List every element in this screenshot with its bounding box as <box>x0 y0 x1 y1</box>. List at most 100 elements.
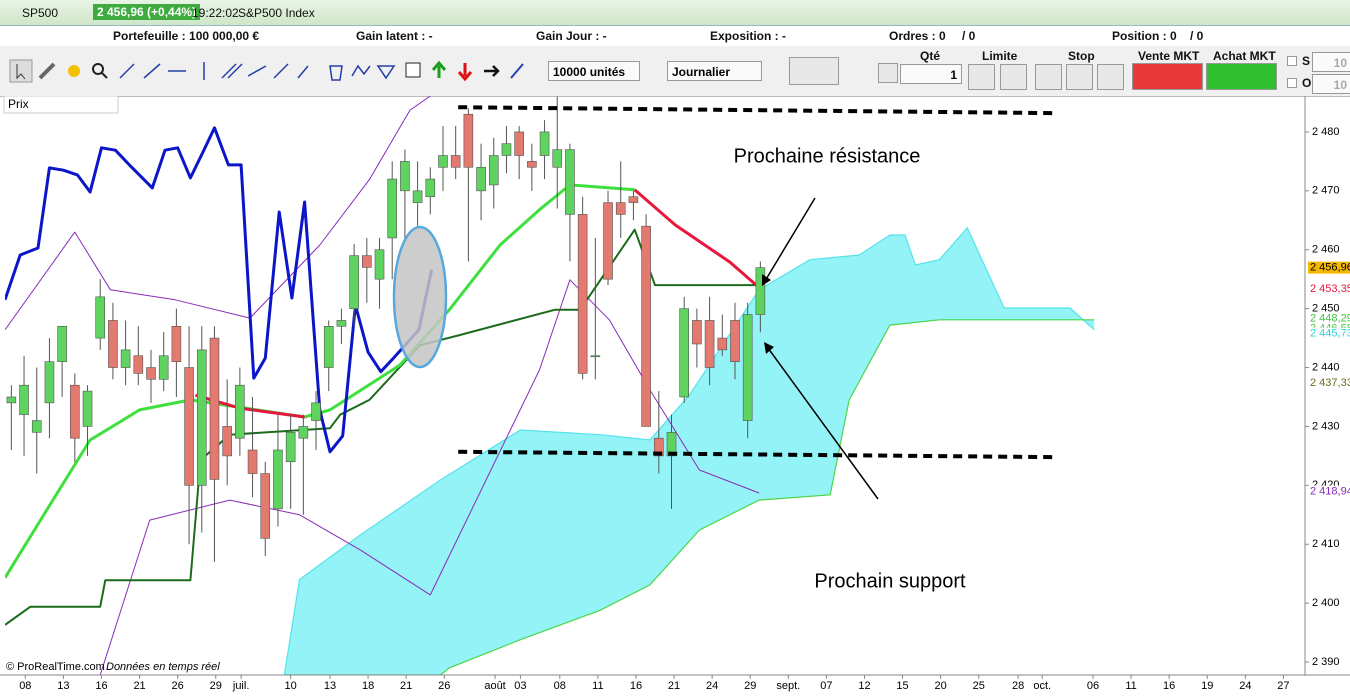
candle-body <box>438 155 448 168</box>
candle-body <box>311 402 321 421</box>
y-tick-label: 2 470 <box>1312 185 1340 197</box>
y-tick-label: 2 410 <box>1312 538 1340 550</box>
candle-body <box>273 449 283 510</box>
stop-3[interactable] <box>1097 64 1124 90</box>
candle-body <box>196 349 207 486</box>
instrument: S&P500 Index <box>238 6 315 20</box>
buy-button[interactable] <box>1206 63 1277 90</box>
stop-label: Stop <box>1068 49 1095 63</box>
y-tick-label: 2 400 <box>1312 597 1340 609</box>
y-tick-label: 2 440 <box>1312 361 1340 373</box>
orders[interactable]: Ordres : 0 <box>889 29 946 43</box>
candle-body <box>19 384 29 415</box>
price-marker-label: 2 456,96 <box>1310 262 1350 274</box>
candle-body <box>742 314 753 421</box>
cloud-lower <box>284 319 1095 675</box>
s-label: S <box>1302 54 1311 68</box>
o-input[interactable]: 10 <box>1312 74 1350 94</box>
candle-body <box>400 161 410 192</box>
x-tick-label: 13 <box>324 680 336 692</box>
x-tick-label: 03 <box>514 680 526 692</box>
quantity-select[interactable]: 10000 unités <box>548 61 640 81</box>
candle-body <box>476 166 486 192</box>
candle-body <box>235 384 245 439</box>
y-tick-label: 2 450 <box>1312 303 1340 315</box>
day-gain: Gain Jour : - <box>536 29 607 43</box>
symbol[interactable]: SP500 <box>22 6 59 20</box>
settings-button[interactable] <box>878 63 898 83</box>
candle-body <box>362 255 372 268</box>
candle-body <box>285 432 296 463</box>
candle-body <box>615 202 626 215</box>
candle-body <box>146 367 156 380</box>
indicator-line <box>5 228 762 626</box>
candle-body <box>425 178 436 198</box>
buy-label: Achat MKT <box>1213 49 1276 63</box>
indicator-line <box>5 126 434 454</box>
stop-2[interactable] <box>1066 64 1093 90</box>
x-tick-label: 26 <box>438 680 450 692</box>
s-checkbox[interactable] <box>1287 56 1297 66</box>
candle-body <box>501 143 512 156</box>
x-tick-label: 20 <box>935 680 947 692</box>
price-marker-label: 2 453,35 <box>1310 283 1350 295</box>
price-marker <box>1308 261 1350 274</box>
x-tick-label: 27 <box>1277 680 1289 692</box>
position[interactable]: Position : 0 <box>1112 29 1177 43</box>
arrow <box>764 197 816 282</box>
period-select[interactable]: Journalier <box>667 61 762 81</box>
sell-button[interactable] <box>1132 63 1203 90</box>
x-tick-label: août <box>484 680 505 692</box>
candle-body <box>463 113 474 168</box>
x-tick-label: 18 <box>362 680 374 692</box>
arrow <box>767 347 879 500</box>
price-marker-label: 2 418,94 <box>1310 485 1350 497</box>
x-tick-label: 16 <box>95 680 107 692</box>
candle-body <box>450 155 461 168</box>
arrow-head <box>762 274 771 286</box>
y-tick-label: 2 430 <box>1312 420 1340 432</box>
x-tick-label: 07 <box>820 680 832 692</box>
level-line <box>458 449 1053 460</box>
s-input[interactable]: 10 <box>1312 52 1350 72</box>
drawing-tools[interactable] <box>8 58 528 84</box>
x-tick-label: 29 <box>744 680 756 692</box>
price-marker <box>1308 377 1350 390</box>
y-tick-label: 2 460 <box>1312 244 1340 256</box>
annotation: Prochain support <box>814 570 966 592</box>
orders-total: / 0 <box>962 29 976 43</box>
candle-body <box>44 361 55 404</box>
source: © ProRealTime.com <box>6 661 105 673</box>
candle-body <box>692 320 702 345</box>
x-tick-label: 19 <box>1201 680 1213 692</box>
candle-body <box>387 178 398 239</box>
price-marker <box>1308 327 1350 340</box>
candle-body <box>666 432 677 457</box>
x-tick-label: 24 <box>706 680 718 692</box>
stop-1[interactable] <box>1035 64 1062 90</box>
limit-buy[interactable] <box>968 64 995 90</box>
x-tick-label: sept. <box>776 680 800 692</box>
x-tick-label: juil. <box>232 680 250 692</box>
o-checkbox[interactable] <box>1287 78 1297 88</box>
qty-input[interactable]: 1 <box>900 64 962 84</box>
x-tick-label: 15 <box>896 680 908 692</box>
price-marker <box>1308 485 1350 498</box>
x-tick-label: 13 <box>57 680 69 692</box>
x-tick-label: 11 <box>1125 680 1136 692</box>
candle-body <box>679 308 689 398</box>
unrealized: Gain latent : - <box>356 29 433 43</box>
candle-body <box>577 214 588 374</box>
price-marker <box>1308 282 1350 295</box>
candle-body <box>565 149 575 215</box>
candle-body <box>95 296 106 339</box>
limit-sell[interactable] <box>1000 64 1027 90</box>
candle-body <box>552 149 563 168</box>
candle-body <box>717 337 728 351</box>
x-tick-label: 28 <box>1012 680 1024 692</box>
indicator-button[interactable] <box>789 57 839 85</box>
candle-body <box>590 355 601 358</box>
x-tick-label: 16 <box>630 680 642 692</box>
sell-label: Vente MKT <box>1138 49 1200 63</box>
